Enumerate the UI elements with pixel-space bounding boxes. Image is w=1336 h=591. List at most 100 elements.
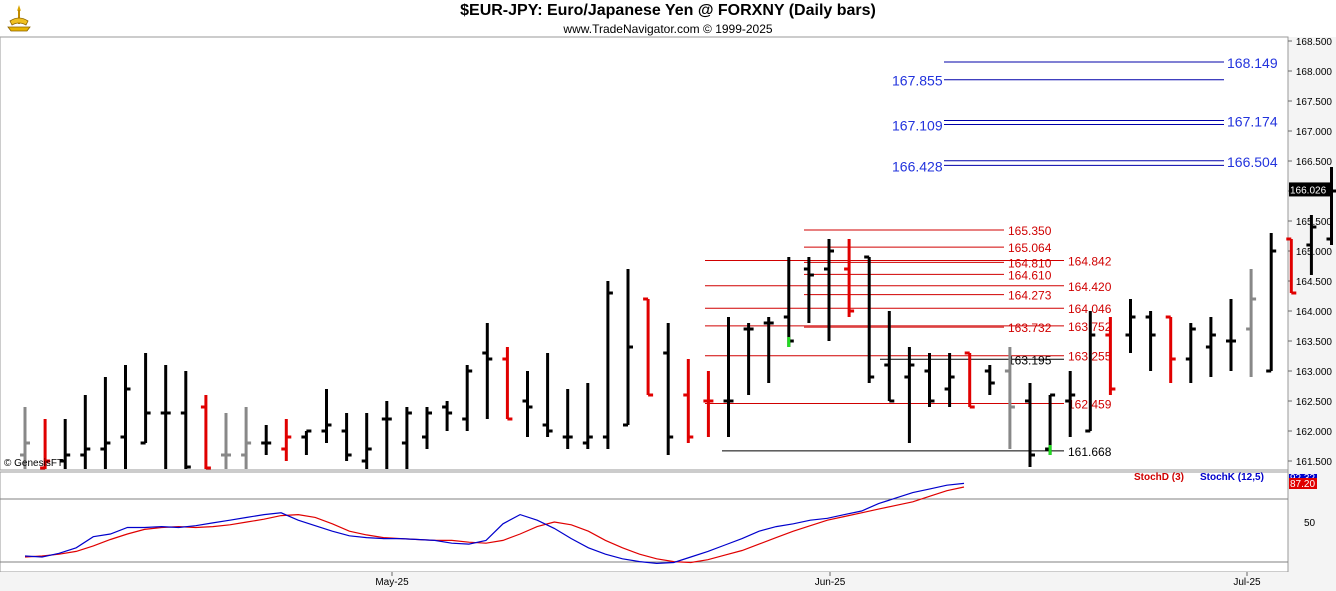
stoch-k-legend: StochK (12,5) — [1200, 472, 1264, 483]
ohlc-bar — [401, 407, 412, 469]
ohlc-bar — [120, 365, 131, 469]
y-tick-label: 168.000 — [1296, 67, 1333, 78]
ohlc-bar — [924, 353, 935, 407]
red-level-label: 164.420 — [1068, 280, 1112, 294]
ohlc-bar — [80, 395, 91, 469]
ohlc-bar — [1165, 315, 1176, 383]
ohlc-bar — [864, 255, 875, 383]
ohlc-bar — [462, 365, 473, 431]
ohlc-bar — [100, 377, 111, 469]
x-tick-label: Jun-25 — [815, 577, 846, 588]
ohlc-bar — [422, 407, 432, 449]
red-level-label: 164.842 — [1068, 254, 1112, 268]
ohlc-bar — [663, 323, 674, 455]
stoch-y-tick-label: 50 — [1304, 518, 1316, 529]
value-badges: 166.02692.3287.20 — [1289, 182, 1331, 490]
ohlc-bar — [703, 371, 714, 437]
ohlc-bar — [1004, 347, 1015, 449]
blue-level-label: 166.504 — [1227, 154, 1278, 170]
ohlc-bar — [944, 353, 955, 407]
ohlc-bar — [884, 311, 895, 403]
y-tick-label: 165.500 — [1296, 217, 1333, 228]
y-tick-label: 167.000 — [1296, 127, 1333, 138]
stoch-d-badge — [1289, 478, 1317, 489]
ohlc-bar — [442, 401, 453, 431]
red-level-label: 165.350 — [1008, 224, 1052, 238]
ohlc-bar — [964, 351, 975, 409]
y-tick-label: 167.500 — [1296, 97, 1333, 108]
chart-title: $EUR-JPY: Euro/Japanese Yen @ FORXNY (Da… — [460, 2, 876, 19]
y-tick-label: 163.500 — [1296, 337, 1333, 348]
ohlc-bar — [562, 389, 573, 449]
blue-level-label: 167.855 — [892, 73, 943, 89]
ohlc-bar — [904, 347, 915, 443]
last-price-value: 166.026 — [1290, 185, 1327, 196]
ohlc-bar — [1105, 317, 1116, 395]
ohlc-bar — [281, 419, 292, 461]
ohlc-bar — [824, 239, 834, 341]
ohlc-bar — [361, 413, 372, 469]
red-level-label: 165.064 — [1008, 241, 1052, 255]
ohlc-bar — [763, 317, 774, 383]
y-tick-label: 166.500 — [1296, 157, 1333, 168]
ohlc-bar — [1205, 317, 1216, 377]
ohlc-bar — [803, 257, 814, 323]
ohlc-bar — [40, 419, 51, 470]
ohlc-bar — [602, 281, 613, 449]
ohlc-bar — [1185, 323, 1196, 383]
ohlc-bar — [341, 413, 352, 461]
ohlc-bar — [60, 419, 71, 469]
ohlc-bar — [261, 425, 272, 455]
ohlc-bar — [160, 365, 171, 469]
price-panel — [0, 36, 1289, 471]
ohlc-bar — [301, 429, 312, 455]
y-tick-label: 168.500 — [1296, 37, 1333, 48]
red-level-label: 164.810 — [1008, 256, 1052, 270]
ohlc-bar — [1226, 299, 1236, 371]
ohlc-bar — [1286, 237, 1297, 295]
chart-header: $EUR-JPY: Euro/Japanese Yen @ FORXNY (Da… — [0, 0, 1336, 37]
time-axis — [0, 572, 1288, 591]
y-tick-label: 165.000 — [1296, 247, 1333, 258]
blue-level-label: 167.109 — [892, 117, 943, 133]
ohlc-bar — [1246, 269, 1257, 377]
ohlc-bar — [180, 371, 191, 469]
ohlc-bar — [241, 407, 252, 469]
trade-navigator-logo-icon — [7, 5, 31, 32]
y-tick-label: 164.000 — [1296, 307, 1333, 318]
ohlc-bar — [522, 371, 533, 437]
ohlc-bar — [321, 389, 332, 443]
black-level-label: 163.195 — [1008, 353, 1052, 367]
ohlc-bar — [1266, 233, 1277, 373]
y-tick-label: 162.000 — [1296, 427, 1333, 438]
x-tick-label: Jul-25 — [1233, 577, 1261, 588]
ohlc-bar — [643, 297, 654, 397]
ohlc-bar — [1085, 311, 1096, 433]
y-tick-label: 162.500 — [1296, 397, 1333, 408]
ohlc-bar — [1145, 311, 1156, 371]
black-level-label: 161.668 — [1068, 445, 1112, 459]
copyright-label: © GenesisFT — [4, 458, 64, 469]
red-level-label: 163.732 — [1008, 321, 1052, 335]
ohlc-bar — [623, 269, 633, 427]
red-level-label: 164.046 — [1068, 302, 1112, 316]
blue-level-label: 168.149 — [1227, 55, 1278, 71]
stoch-k-line — [24, 482, 965, 565]
ohlc-bar — [542, 353, 553, 437]
ohlc-bar — [502, 347, 513, 421]
blue-level-label: 167.174 — [1227, 114, 1278, 130]
red-level-label: 164.610 — [1008, 268, 1052, 282]
blue-level-label: 166.428 — [892, 158, 943, 174]
ohlc-bar — [1065, 371, 1076, 437]
ohlc-bar — [1125, 299, 1136, 353]
red-level-label: 164.273 — [1008, 289, 1052, 303]
ohlc-bar — [743, 323, 754, 395]
y-tick-label: 164.500 — [1296, 277, 1333, 288]
ohlc-bar — [783, 257, 794, 347]
ohlc-bar — [683, 359, 694, 443]
y-tick-label: 161.500 — [1296, 457, 1333, 468]
price-axis — [1288, 37, 1336, 591]
ohlc-bar — [381, 401, 392, 469]
